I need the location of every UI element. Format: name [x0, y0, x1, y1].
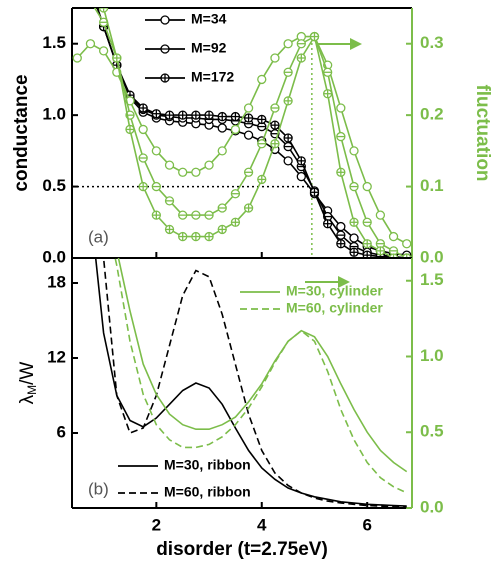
marker [98, 46, 109, 56]
legend-label: M=30, cylinder [286, 283, 383, 299]
marker [362, 181, 372, 192]
marker [349, 233, 359, 243]
y-tick-label: 0.0 [42, 247, 66, 266]
y-axis-title: conductance [11, 74, 32, 191]
y-axis-title: λM/W [17, 362, 39, 405]
series-line [102, 8, 407, 258]
marker [191, 167, 201, 177]
marker [336, 103, 346, 113]
y2-tick-label: 0.1 [420, 176, 444, 195]
series-line [114, 258, 408, 494]
x-tick-label: 2 [152, 515, 161, 534]
marker [178, 167, 188, 177]
x-tick-label: 4 [257, 515, 267, 534]
marker [283, 156, 293, 166]
legend-label: M=34 [191, 11, 227, 27]
panel-label: (a) [88, 227, 109, 246]
marker [204, 160, 214, 170]
plot-area [94, 258, 408, 508]
y2-tick-label: 0.0 [420, 247, 444, 266]
marker [164, 160, 175, 170]
marker [230, 124, 241, 135]
panel-label: (b) [88, 479, 109, 498]
marker [151, 146, 161, 156]
series-line [76, 35, 408, 245]
series-line [117, 258, 408, 473]
y2-tick-label: 0.5 [420, 422, 444, 441]
y-tick-label: 1.5 [42, 33, 66, 52]
legend-label: M=172 [191, 69, 234, 85]
y-title-part: /W [17, 362, 38, 385]
y-title-sub: M [25, 385, 39, 395]
legend-label: M=60, cylinder [286, 300, 383, 316]
y2-tick-label: 0.0 [420, 497, 444, 516]
series-line [93, 8, 408, 258]
y2-axis-title: fluctuation [472, 84, 493, 181]
y-title-part: λ [17, 394, 38, 404]
arrow [305, 38, 362, 288]
y-tick-label: 18 [47, 272, 66, 291]
marker [388, 231, 399, 242]
legend-label: M=92 [191, 40, 227, 56]
marker [85, 39, 96, 49]
marker [283, 39, 293, 49]
x-tick-label: 6 [362, 515, 371, 534]
y2-tick-label: 1.5 [420, 270, 444, 289]
marker [375, 210, 386, 220]
y2-tick-label: 1.0 [420, 346, 444, 365]
series-line [94, 258, 407, 507]
marker [402, 239, 412, 249]
legend-label: M=60, ribbon [164, 484, 251, 500]
y-tick-label: 0.5 [42, 176, 66, 195]
marker [217, 146, 227, 156]
marker [257, 74, 267, 85]
marker [296, 171, 306, 182]
series-line [102, 258, 407, 508]
marker [243, 130, 254, 140]
marker [349, 146, 359, 156]
y-tick-label: 12 [47, 347, 66, 366]
marker [270, 53, 280, 63]
marker [138, 124, 148, 135]
marker [72, 53, 82, 63]
y2-tick-label: 0.3 [420, 33, 444, 52]
legend-label: M=30, ribbon [164, 457, 251, 473]
y-tick-label: 6 [57, 422, 66, 441]
y-tick-label: 1.0 [42, 105, 66, 124]
x-axis-title: disorder (t=2.75eV) [156, 539, 328, 560]
marker [243, 103, 254, 113]
marker [336, 221, 346, 232]
legend-marker [160, 15, 170, 25]
plot-area [72, 8, 412, 258]
marker [217, 123, 227, 133]
y2-tick-label: 0.2 [420, 105, 444, 124]
